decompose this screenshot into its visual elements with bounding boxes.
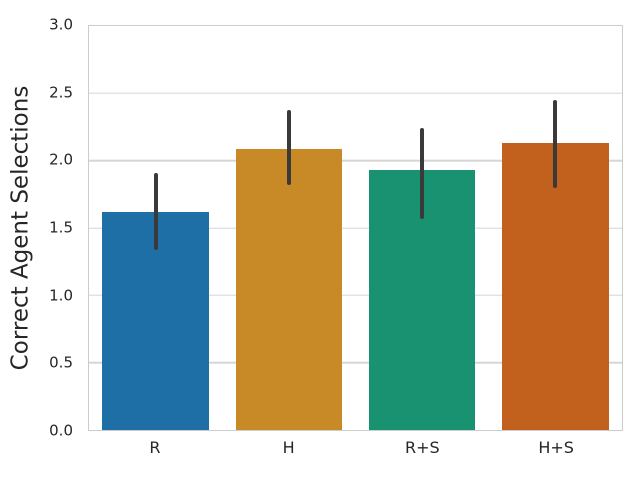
bar-H+S: [502, 143, 609, 430]
y-tick-label: 1.5: [49, 218, 73, 237]
error-bar-R+S: [420, 128, 425, 219]
x-tick-label-H+S: H+S: [538, 438, 574, 457]
y-tick-label: 2.0: [49, 150, 73, 169]
x-tick-label-H: H: [282, 438, 295, 457]
error-bar-R: [153, 172, 158, 250]
plot-area: [88, 25, 623, 431]
gridline: [89, 92, 622, 95]
y-axis-tick-labels: 0.0 0.5 1.0 1.5 2.0 2.5 3.0: [0, 17, 80, 438]
gridline: [89, 294, 622, 297]
bar-H: [235, 148, 343, 430]
gridline: [89, 361, 622, 364]
bar-slot: [356, 26, 489, 430]
x-axis-tick-labels: R H R+S H+S: [88, 431, 623, 465]
bar-slot: [489, 26, 622, 430]
error-bar-H+S: [553, 100, 558, 188]
y-tick-label: 2.5: [49, 83, 73, 102]
y-tick-label: 1.0: [49, 286, 73, 305]
error-bar-H: [286, 109, 291, 185]
bar-slot: [89, 26, 222, 430]
y-tick-label: 3.0: [49, 15, 73, 34]
y-tick-label: 0.5: [49, 353, 73, 372]
x-tick-label-R+S: R+S: [405, 438, 440, 457]
bar-slot: [222, 26, 355, 430]
x-tick-label-R: R: [149, 438, 161, 457]
gridline: [89, 159, 622, 162]
gridline: [89, 227, 622, 229]
y-tick-label: 0.0: [49, 421, 73, 440]
